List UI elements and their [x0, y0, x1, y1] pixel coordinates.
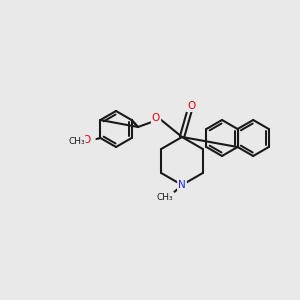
Text: O: O [82, 135, 91, 145]
Text: O: O [82, 135, 91, 145]
Text: N: N [178, 180, 186, 190]
Text: CH₃: CH₃ [157, 193, 173, 202]
Text: CH₃: CH₃ [157, 193, 173, 202]
Text: O: O [152, 113, 160, 123]
Text: O: O [187, 101, 195, 111]
Text: O: O [152, 113, 160, 123]
Text: CH₃: CH₃ [68, 136, 85, 146]
Text: O: O [187, 101, 195, 111]
Text: CH₃: CH₃ [68, 136, 85, 146]
Text: N: N [178, 180, 186, 190]
